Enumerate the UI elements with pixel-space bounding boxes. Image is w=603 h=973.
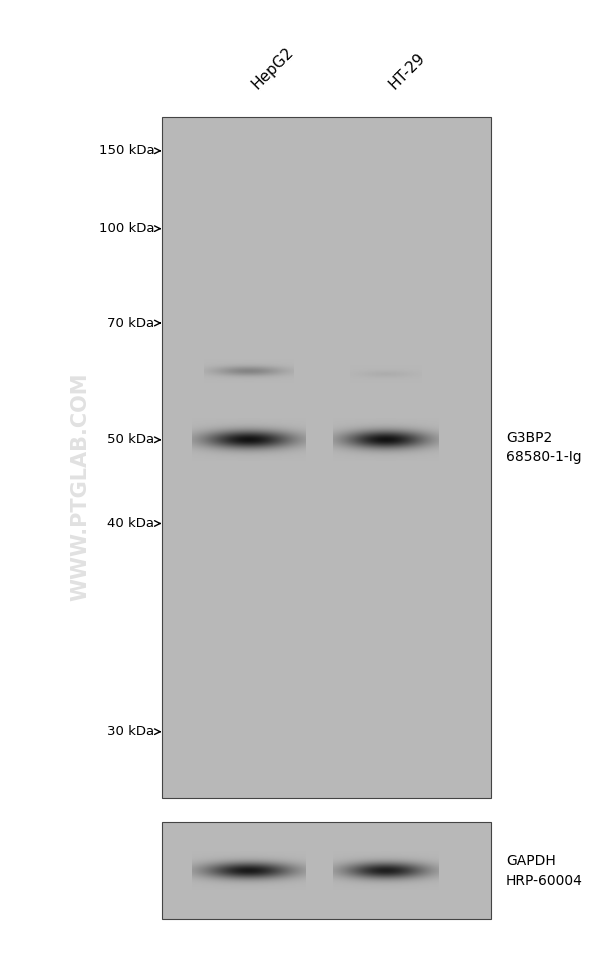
- Text: 70 kDa: 70 kDa: [107, 316, 154, 330]
- Text: 150 kDa: 150 kDa: [99, 144, 154, 158]
- Bar: [162, 822, 491, 919]
- Text: WWW.PTGLAB.COM: WWW.PTGLAB.COM: [71, 373, 91, 600]
- Text: G3BP2
68580-1-Ig: G3BP2 68580-1-Ig: [506, 431, 581, 464]
- Text: 100 kDa: 100 kDa: [99, 222, 154, 235]
- Text: 40 kDa: 40 kDa: [107, 517, 154, 530]
- Text: GAPDH
HRP-60004: GAPDH HRP-60004: [506, 854, 582, 887]
- Text: HT-29: HT-29: [386, 51, 428, 92]
- Text: HepG2: HepG2: [248, 45, 296, 92]
- Text: 30 kDa: 30 kDa: [107, 725, 154, 739]
- Text: 50 kDa: 50 kDa: [107, 433, 154, 447]
- Bar: [162, 117, 491, 798]
